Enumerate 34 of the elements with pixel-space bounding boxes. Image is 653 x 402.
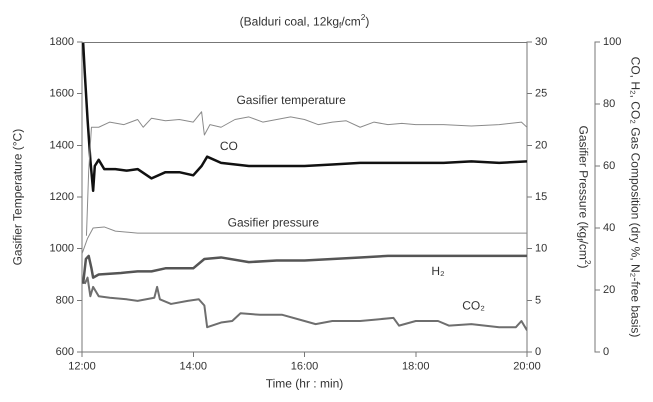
series-label: H₂ <box>431 264 446 278</box>
y2-tick-label: 30 <box>535 36 548 48</box>
x-tick-label: 14:00 <box>179 360 208 373</box>
series-label: Gasifier pressure <box>228 215 320 230</box>
y3-tick-label: 100 <box>603 36 622 48</box>
y-axis-title: Gasifier Temperature (°C) <box>10 128 24 266</box>
y3-tick-label: 80 <box>603 98 616 110</box>
x-axis-title: Time (hr : min) <box>266 376 344 390</box>
x-tick-label: 16:00 <box>290 360 318 373</box>
y-tick-label: 1600 <box>50 88 74 100</box>
y-tick-label: 1200 <box>50 191 74 204</box>
series-label: CO <box>220 139 238 154</box>
y2-tick-label: 25 <box>535 88 548 100</box>
y3-tick-label: 60 <box>603 160 616 172</box>
y2-tick-label: 15 <box>535 191 548 204</box>
y2-tick-label: 0 <box>535 346 542 358</box>
y-tick-label: 1400 <box>50 139 74 152</box>
y3-tick-label: 20 <box>603 284 616 296</box>
x-tick-label: 20:00 <box>513 360 541 373</box>
y2-axis-title: Gasifier Pressure (kgf/cm2) <box>575 125 593 269</box>
y2-tick-label: 20 <box>535 139 548 152</box>
y-tick-label: 1800 <box>50 36 74 48</box>
x-tick-label: 18:00 <box>402 360 430 373</box>
y-tick-label: 800 <box>56 294 74 306</box>
x-tick-label: 12:00 <box>68 360 96 373</box>
y3-tick-label: 0 <box>603 346 610 358</box>
series-label: CO₂ <box>462 298 486 312</box>
y3-axis-title: CO, H₂, CO₂ Gas Composition (dry %, N₂-free basis) <box>628 56 643 338</box>
y3-tick-label: 40 <box>603 222 616 234</box>
series-label: Gasifier temperature <box>236 93 346 108</box>
y2-tick-label: 10 <box>535 242 548 255</box>
y2-tick-label: 5 <box>535 294 542 306</box>
y-tick-label: 600 <box>56 346 74 358</box>
y-tick-label: 1000 <box>50 242 74 255</box>
